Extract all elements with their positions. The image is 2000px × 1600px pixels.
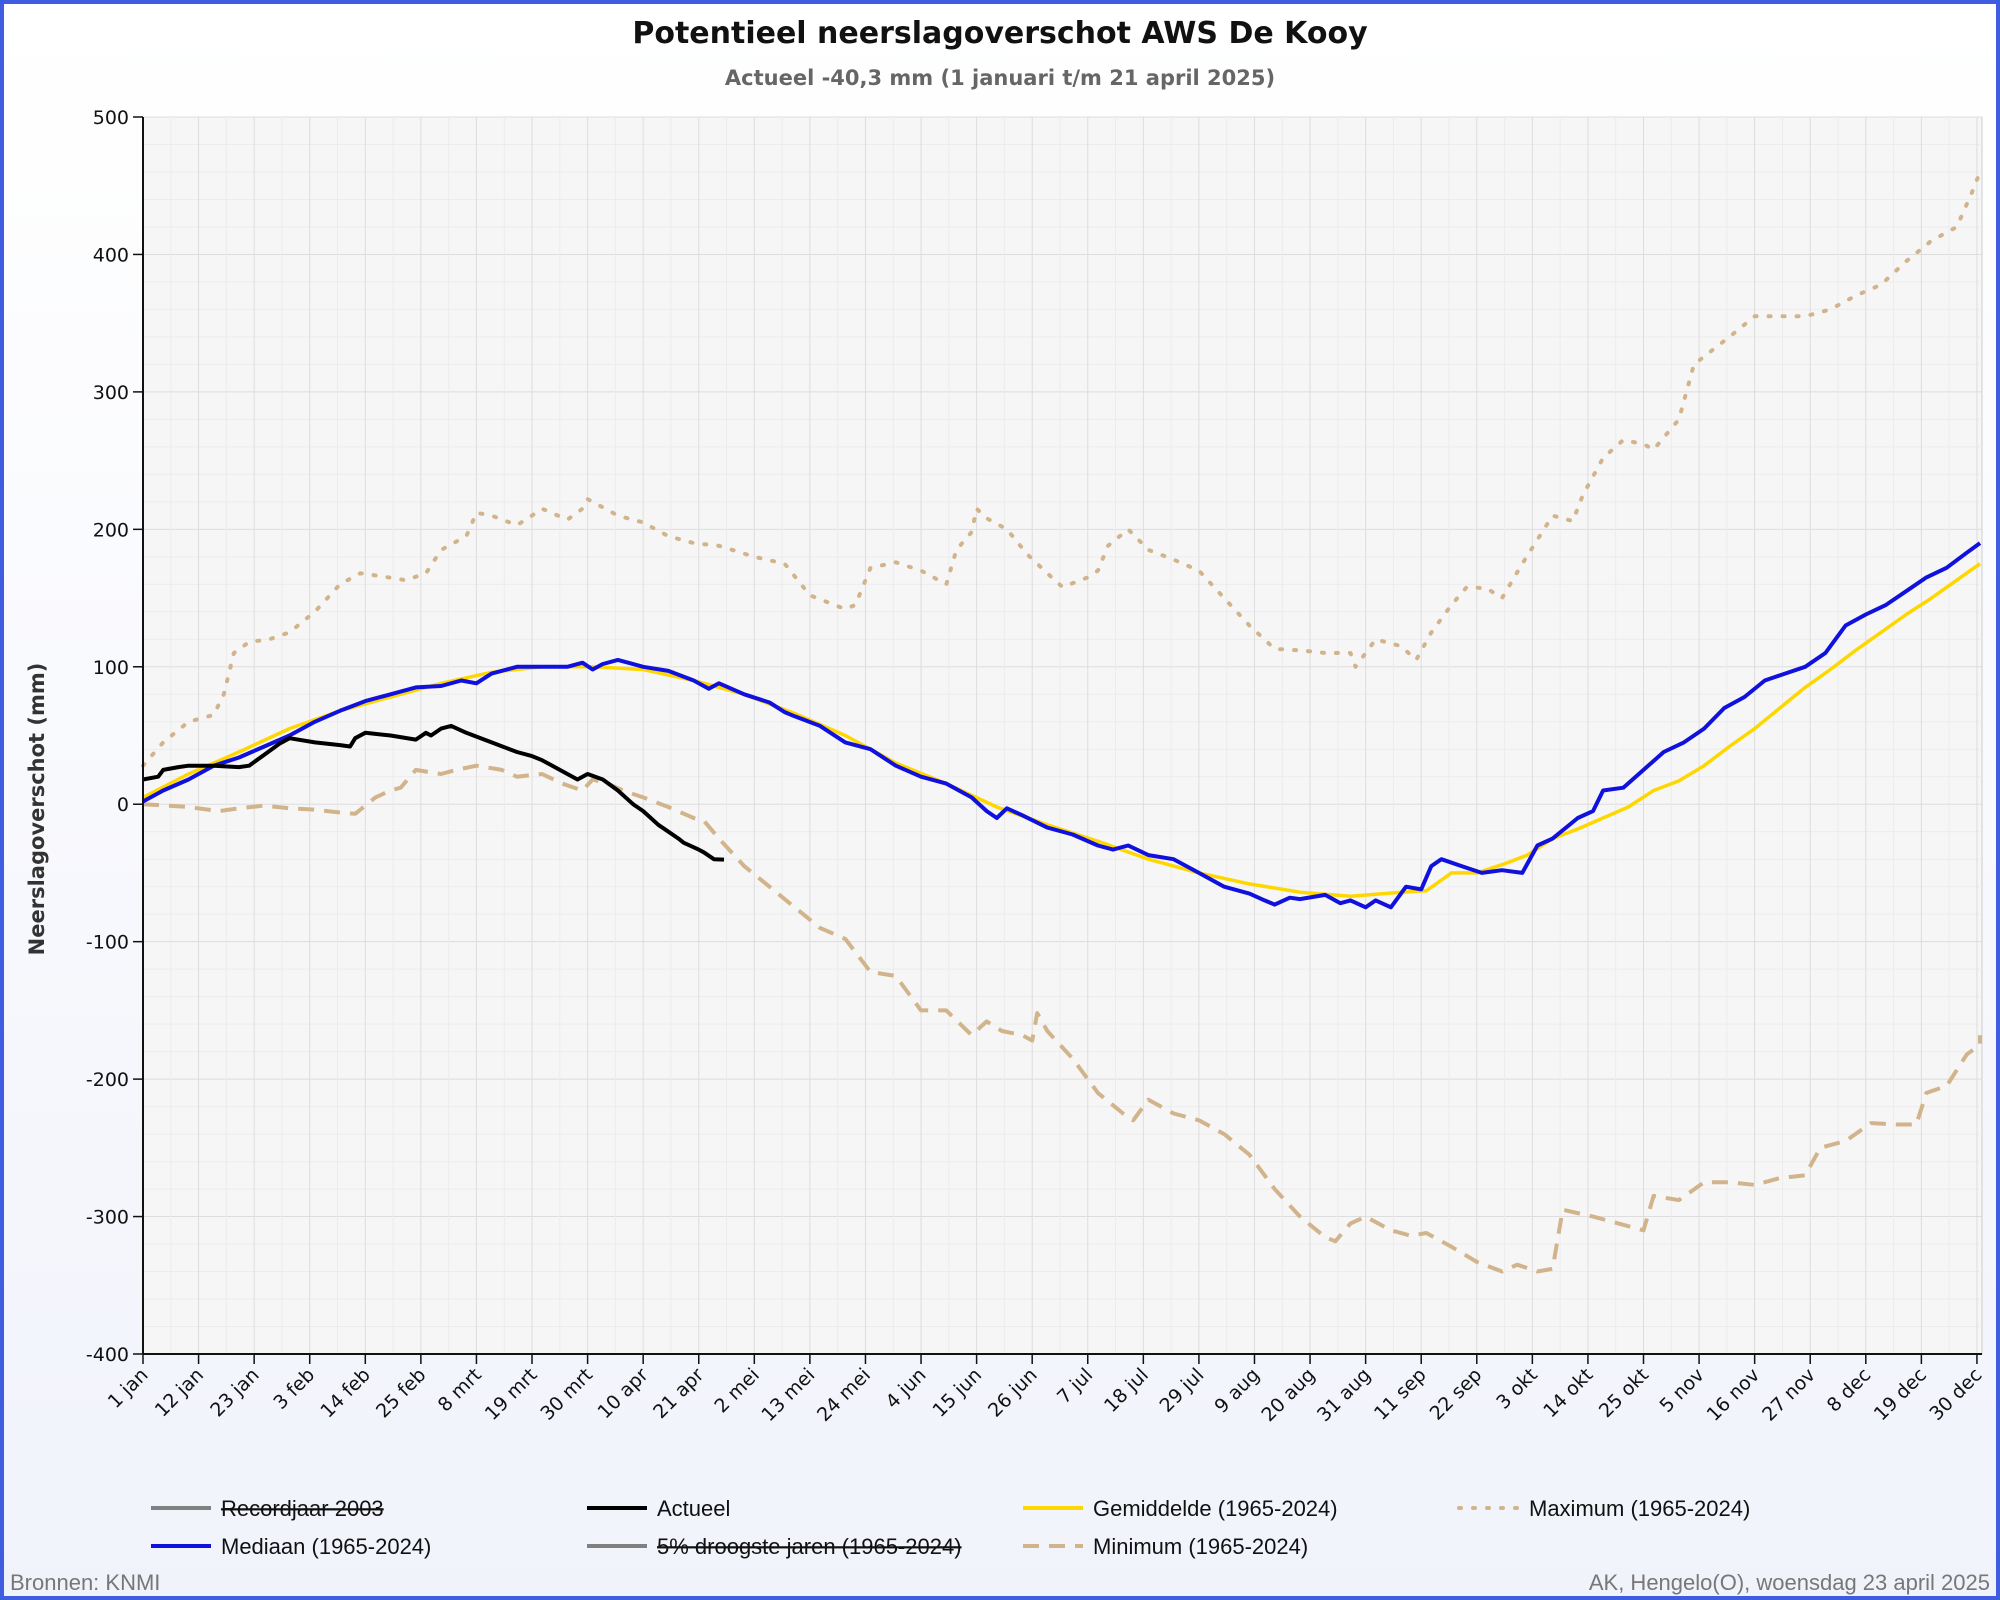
- series-line-mediaan-1965-2024: [142, 541, 1982, 910]
- legend-item-5-droogste-jaren-1965-2024[interactable]: 5% droogste jaren (1965-2024): [587, 1534, 962, 1559]
- x-tick-label: 19 dec: [1870, 1364, 1931, 1425]
- legend-label: Gemiddelde (1965-2024): [1093, 1496, 1338, 1521]
- y-tick-label: -200: [86, 1069, 129, 1091]
- x-tick-label: 11 sep: [1370, 1364, 1431, 1425]
- y-tick-label: 200: [93, 519, 129, 541]
- x-tick-label: 23 jan: [206, 1364, 263, 1421]
- x-tick-label: 26 jun: [984, 1364, 1042, 1422]
- plot-area: [142, 116, 1983, 1355]
- x-tick-label: 7 jul: [1053, 1364, 1097, 1408]
- chart-title: Potentieel neerslagoverschot AWS De Kooy: [632, 16, 1368, 51]
- legend-item-maximum-1965-2024[interactable]: Maximum (1965-2024): [1457, 1496, 1750, 1521]
- y-tick-label: 300: [93, 382, 129, 404]
- x-tick-label: 3 okt: [1492, 1364, 1542, 1414]
- x-tick-label: 12 jan: [151, 1364, 208, 1421]
- x-tick-label: 16 nov: [1703, 1364, 1765, 1426]
- legend-item-mediaan-1965-2024[interactable]: Mediaan (1965-2024): [151, 1534, 431, 1559]
- x-tick-label: 27 nov: [1758, 1364, 1820, 1426]
- x-tick-label: 25 feb: [372, 1364, 430, 1422]
- y-tick-label: -400: [86, 1344, 129, 1366]
- x-tick-label: 29 jul: [1156, 1364, 1209, 1417]
- legend-item-minimum-1965-2024[interactable]: Minimum (1965-2024): [1023, 1534, 1308, 1559]
- x-tick-label: 9 aug: [1210, 1364, 1264, 1418]
- x-tick-label: 5 nov: [1656, 1364, 1709, 1417]
- legend-label: Maximum (1965-2024): [1529, 1496, 1750, 1521]
- x-tick-label: 20 aug: [1257, 1364, 1319, 1426]
- chart-subtitle: Actueel -40,3 mm (1 januari t/m 21 april…: [724, 66, 1276, 90]
- legend-label: Minimum (1965-2024): [1093, 1534, 1308, 1559]
- y-tick-label: -100: [86, 932, 129, 954]
- x-tick-label: 24 mei: [813, 1364, 875, 1426]
- legend-item-gemiddelde-1965-2024[interactable]: Gemiddelde (1965-2024): [1023, 1496, 1338, 1521]
- footer-source: Bronnen: KNMI: [10, 1570, 161, 1595]
- x-tick-label: 4 jun: [881, 1364, 930, 1413]
- x-tick-label: 14 okt: [1539, 1364, 1597, 1422]
- series-line-minimum-1965-2024: [142, 763, 1982, 1274]
- x-tick-label: 13 mei: [757, 1364, 819, 1426]
- x-tick-label: 3 feb: [269, 1364, 319, 1414]
- x-tick-label: 19 mrt: [481, 1364, 542, 1425]
- x-tick-label: 31 aug: [1313, 1364, 1375, 1426]
- y-axis-label: Neerslagoverschot (mm): [25, 663, 49, 956]
- y-tick-label: 0: [117, 794, 129, 816]
- x-tick-label: 25 okt: [1595, 1364, 1653, 1422]
- legend-label: Actueel: [657, 1496, 730, 1521]
- x-tick-label: 21 apr: [649, 1364, 708, 1423]
- y-tick-label: 400: [93, 244, 129, 266]
- legend-item-recordjaar-2003[interactable]: Recordjaar 2003: [151, 1496, 384, 1521]
- x-tick-label: 18 jul: [1100, 1364, 1153, 1417]
- series-line-actueel: [142, 723, 725, 862]
- x-tick-label: 2 mei: [710, 1364, 763, 1417]
- x-tick-label: 15 jun: [928, 1364, 986, 1422]
- x-tick-label: 30 dec: [1925, 1364, 1986, 1425]
- x-tick-label: 30 mrt: [536, 1364, 597, 1425]
- x-tick-label: 8 dec: [1823, 1364, 1876, 1417]
- y-tick-label: 100: [93, 657, 129, 679]
- x-tick-label: 1 jan: [104, 1364, 153, 1413]
- x-tick-label: 8 mrt: [434, 1364, 486, 1416]
- legend-label: 5% droogste jaren (1965-2024): [657, 1534, 962, 1559]
- x-tick-label: 14 feb: [316, 1364, 374, 1422]
- y-tick-label: 500: [93, 107, 129, 129]
- x-tick-label: 22 sep: [1426, 1364, 1487, 1425]
- legend-item-actueel[interactable]: Actueel: [587, 1496, 730, 1521]
- footer-credit: AK, Hengelo(O), woensdag 23 april 2025: [1588, 1570, 1990, 1595]
- y-tick-label: -300: [86, 1207, 129, 1229]
- legend-label: Recordjaar 2003: [221, 1496, 384, 1521]
- legend-label: Mediaan (1965-2024): [221, 1534, 431, 1559]
- x-tick-label: 10 apr: [593, 1364, 652, 1423]
